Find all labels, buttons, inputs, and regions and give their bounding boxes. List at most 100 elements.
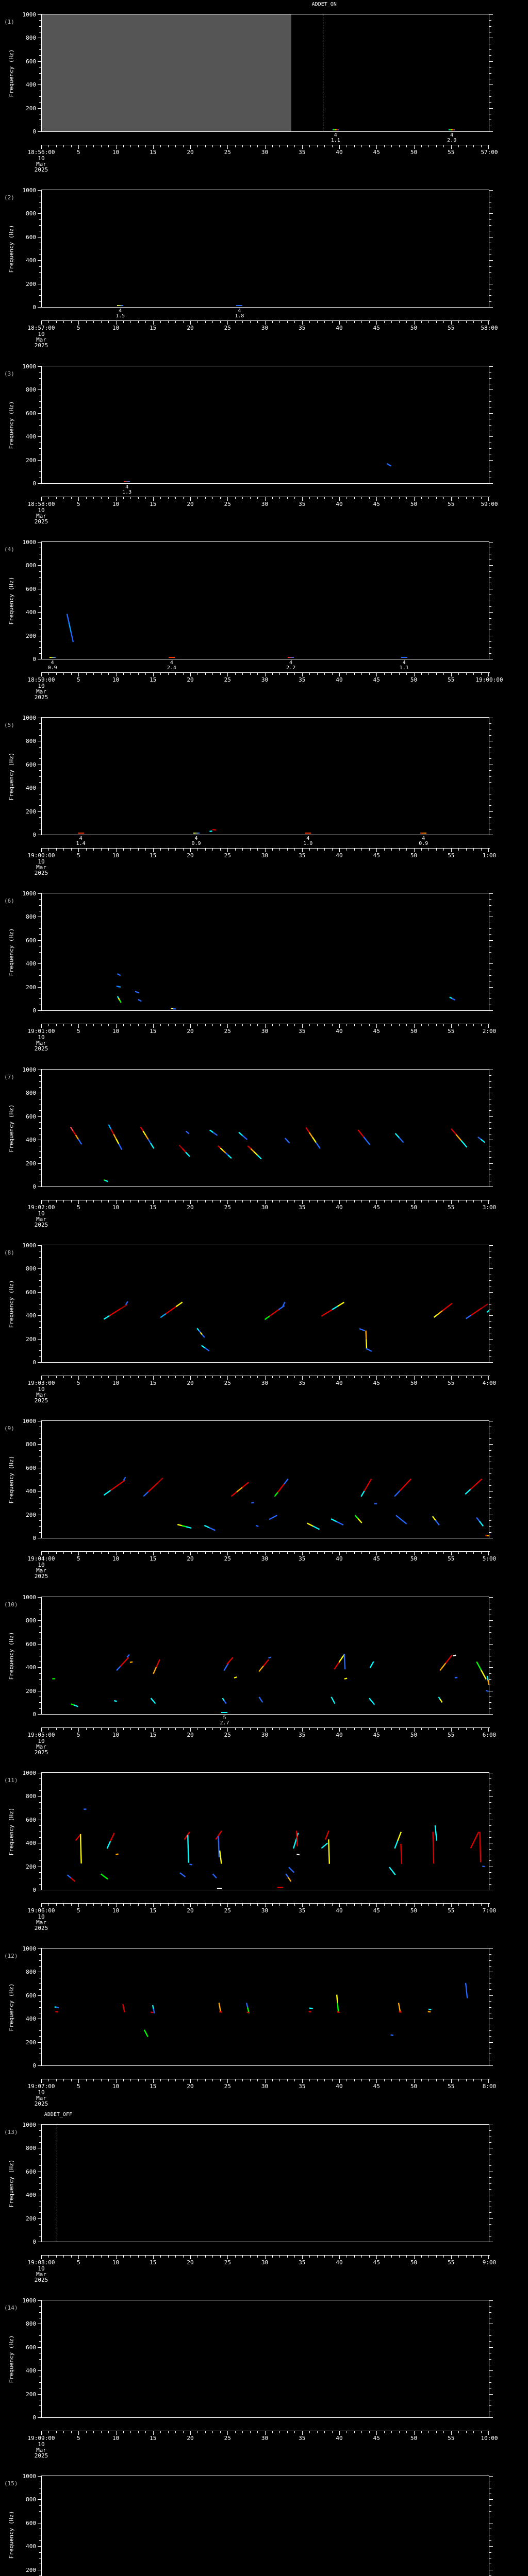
x-tick-mark <box>197 1904 199 1906</box>
y-tick-mark <box>38 963 41 964</box>
x-tick-mark <box>116 497 117 501</box>
panel-index-label: (15) <box>4 2480 18 2487</box>
y-tick-mark <box>39 2405 41 2406</box>
x-tick-mark <box>123 321 124 323</box>
y-tick-mark <box>39 1075 41 1076</box>
x-tick-mark <box>108 2256 109 2258</box>
panel-index-label: (13) <box>4 2129 18 2136</box>
call-track-segment <box>315 1142 321 1149</box>
y-tick-mark <box>39 2142 41 2143</box>
axis-date-line: 10 <box>38 1562 45 1568</box>
axis-date-line: 2025 <box>34 1749 48 1756</box>
x-tick-mark <box>116 321 117 325</box>
x-tick-label: 40 <box>336 1732 343 1738</box>
call-track-segment <box>312 1137 318 1144</box>
x-tick-mark <box>48 849 50 851</box>
x-tick-mark <box>227 2256 228 2259</box>
x-tick-mark <box>466 2079 467 2081</box>
y-tick-label: 0 <box>32 832 36 838</box>
call-track-segment <box>465 1314 473 1319</box>
x-tick-mark <box>242 849 243 851</box>
y-tick-mark-right <box>489 565 493 566</box>
x-tick-mark <box>153 1552 154 1555</box>
x-tick-mark <box>220 2431 221 2433</box>
x-tick-label: 55 <box>448 325 455 331</box>
y-tick-mark <box>39 1168 41 1170</box>
x-tick-mark <box>369 849 370 851</box>
y-tick-mark-right <box>489 266 491 267</box>
x-tick-label: 5 <box>76 852 80 859</box>
call-track-segment <box>269 1515 277 1520</box>
x-tick-label: 45 <box>373 149 380 156</box>
x-tick-mark <box>488 673 489 676</box>
y-tick-label: 200 <box>26 1863 36 1870</box>
detection-tick <box>193 833 200 834</box>
y-tick-mark-right <box>489 471 491 472</box>
x-tick-mark <box>116 1376 117 1380</box>
call-track-segment <box>75 1134 80 1141</box>
call-tracks-layer <box>70 1124 486 1182</box>
x-tick-mark <box>108 1728 109 1730</box>
x-tick-mark <box>421 673 422 675</box>
call-track-segment <box>74 1704 78 1707</box>
x-tick-mark <box>108 145 109 147</box>
x-tick-mark <box>384 1728 385 1730</box>
x-tick-mark <box>86 2079 87 2081</box>
x-tick-label: 40 <box>336 676 343 683</box>
y-tick-mark <box>38 1292 41 1293</box>
x-tick-label: 15 <box>150 2083 157 2090</box>
x-tick-mark <box>212 1200 213 1202</box>
y-tick-mark-right <box>489 1157 491 1158</box>
x-tick-mark <box>205 1552 206 1554</box>
x-tick-mark <box>78 2079 79 2083</box>
axis-date-line: Mar <box>36 1567 46 1574</box>
x-tick-mark <box>384 145 385 147</box>
y-tick-mark <box>39 770 41 771</box>
x-tick-mark <box>205 2079 206 2081</box>
x-tick-mark <box>197 2256 199 2258</box>
x-tick-mark <box>183 145 184 147</box>
axis-date-line: Mar <box>36 2271 46 2278</box>
x-tick-label: 20 <box>187 149 194 156</box>
x-tick-mark <box>384 2431 385 2433</box>
x-tick-label: 50 <box>410 1907 418 1914</box>
y-tick-mark-right <box>489 1128 491 1129</box>
call-track-segment <box>245 2003 249 2009</box>
x-tick-mark <box>473 321 474 323</box>
y-tick-mark-right <box>489 1532 491 1533</box>
y-tick-mark-right <box>489 190 493 191</box>
x-tick-mark <box>78 1376 79 1380</box>
x-tick-label: 30 <box>261 2083 269 2090</box>
x-tick-mark <box>421 1904 422 1906</box>
y-tick-mark <box>39 2007 41 2008</box>
y-tick-mark <box>39 647 41 648</box>
x-tick-mark <box>145 145 146 147</box>
x-tick-mark <box>309 497 310 499</box>
detection-class-label: 5 <box>223 1715 226 1721</box>
x-tick-mark <box>436 1728 437 1730</box>
x-tick-mark <box>235 497 236 499</box>
x-tick-mark <box>227 1376 228 1380</box>
y-tick-mark-right <box>489 1338 493 1340</box>
x-tick-label: 40 <box>336 1028 343 1035</box>
x-tick-label: 5 <box>76 149 80 156</box>
x-tick-mark <box>41 1728 42 1732</box>
x-tick-mark <box>317 2256 318 2258</box>
spectrogram-panel: (11) Frequency (Hz) 0 200 400 600 800 1000 19:06… <box>0 1758 528 1934</box>
x-tick-mark <box>391 1376 392 1378</box>
x-tick-label: 20 <box>187 1028 194 1035</box>
y-tick-mark-right <box>489 1849 491 1850</box>
y-tick-mark <box>38 987 41 988</box>
y-tick-mark <box>38 131 41 132</box>
call-track-segment <box>332 1305 339 1310</box>
x-tick-mark <box>309 1552 310 1554</box>
y-tick-mark <box>39 2212 41 2213</box>
y-tick-mark-right <box>489 460 493 461</box>
y-tick-mark <box>39 782 41 783</box>
y-tick-mark <box>39 641 41 642</box>
x-tick-mark <box>101 497 102 499</box>
x-tick-mark <box>302 321 303 325</box>
x-tick-mark <box>48 1728 50 1730</box>
plot-area <box>41 2124 489 2242</box>
x-tick-mark <box>71 1024 72 1026</box>
